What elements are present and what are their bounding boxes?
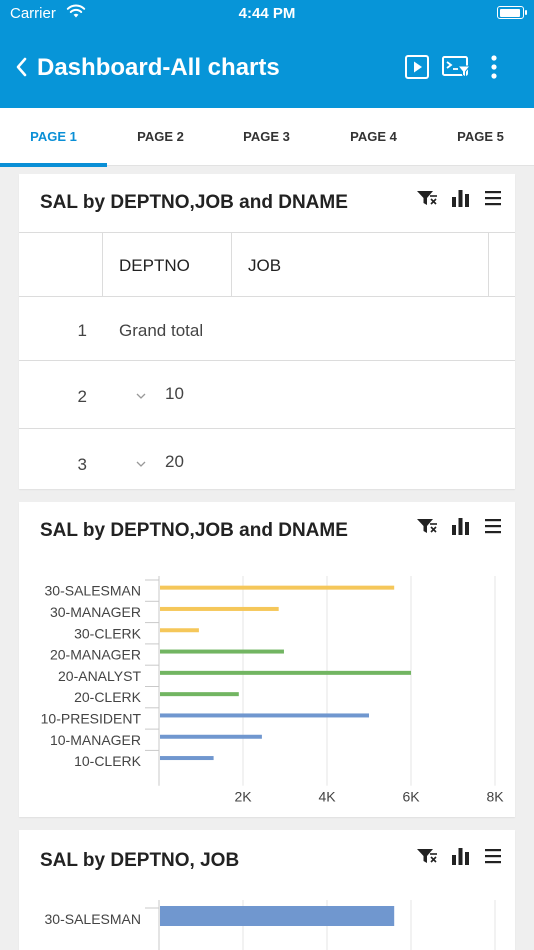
page-tabs: PAGE 1 PAGE 2 PAGE 3 PAGE 4 PAGE 5 bbox=[0, 108, 534, 167]
y-tick-label: 30-MANAGER bbox=[50, 604, 141, 620]
bar bbox=[160, 906, 395, 926]
bar-chart: 30-SALESMAN 30-MANAGER 30-CLERK 20-MANAGER 2… bbox=[41, 576, 504, 802]
divider bbox=[102, 232, 103, 296]
bar-chart-icon[interactable] bbox=[450, 846, 472, 866]
y-tick-label: 30-SALESMAN bbox=[45, 911, 141, 927]
tab-label: PAGE 5 bbox=[457, 129, 504, 144]
card-title: SAL by DEPTNO,JOB and DNAME bbox=[40, 520, 348, 541]
card-toolbar bbox=[409, 846, 503, 866]
y-tick-label: 20-MANAGER bbox=[50, 647, 141, 663]
divider bbox=[19, 360, 515, 361]
row-number: 3 bbox=[77, 455, 87, 474]
more-vertical-icon[interactable] bbox=[485, 54, 503, 85]
y-tick-label: 10-PRESIDENT bbox=[41, 710, 142, 726]
tab-label: PAGE 1 bbox=[30, 129, 77, 144]
filter-icon[interactable] bbox=[416, 516, 438, 536]
battery-icon bbox=[497, 6, 527, 19]
table-card: SAL by DEPTNO,JOB and DNAME DEPTNO JOB 1… bbox=[19, 174, 515, 489]
bar-chart-card: SAL by DEPTNO,JOB and DNAME 30-SALESMAN 3… bbox=[19, 502, 515, 817]
row-value: Grand total bbox=[119, 321, 204, 340]
bar bbox=[160, 606, 279, 611]
filter-panel-icon[interactable] bbox=[441, 54, 472, 85]
active-tab-indicator bbox=[0, 163, 107, 167]
carrier-label: Carrier bbox=[10, 5, 56, 22]
card-toolbar bbox=[409, 188, 503, 208]
x-tick-label: 8K bbox=[486, 789, 504, 802]
wifi-icon bbox=[66, 3, 86, 23]
row-value: 10 bbox=[165, 384, 184, 403]
divider bbox=[231, 232, 232, 296]
y-tick-label: 20-ANALYST bbox=[58, 668, 141, 684]
clock: 4:44 PM bbox=[238, 5, 296, 22]
x-tick-label: 2K bbox=[234, 789, 252, 802]
status-bar: Carrier 4:44 PM bbox=[0, 0, 534, 28]
row-number: 2 bbox=[77, 387, 87, 406]
column-header-deptno[interactable]: DEPTNO bbox=[119, 256, 190, 275]
bar bbox=[160, 628, 199, 633]
tab-page-2[interactable]: PAGE 2 bbox=[107, 108, 214, 166]
expand-chevron-icon[interactable] bbox=[135, 389, 147, 407]
app-header: Carrier 4:44 PM Dashboard-All charts bbox=[0, 0, 534, 108]
tab-page-5[interactable]: PAGE 5 bbox=[427, 108, 534, 166]
y-tick-label: 30-SALESMAN bbox=[45, 583, 141, 599]
tab-label: PAGE 3 bbox=[243, 129, 290, 144]
filter-icon[interactable] bbox=[416, 188, 438, 208]
x-tick-label: 4K bbox=[318, 789, 336, 802]
tab-label: PAGE 4 bbox=[350, 129, 397, 144]
card-title: SAL by DEPTNO, JOB bbox=[40, 850, 240, 871]
play-icon[interactable] bbox=[404, 54, 430, 85]
tab-page-3[interactable]: PAGE 3 bbox=[213, 108, 320, 166]
bar bbox=[160, 585, 395, 590]
divider bbox=[19, 296, 515, 297]
x-tick-label: 6K bbox=[402, 789, 420, 802]
bar bbox=[160, 756, 214, 761]
y-tick-label: 10-MANAGER bbox=[50, 732, 141, 748]
bar bbox=[160, 670, 411, 675]
bar bbox=[160, 692, 239, 697]
bar-chart-card-2: SAL by DEPTNO, JOB 30-SALESMAN bbox=[19, 830, 515, 950]
tab-page-4[interactable]: PAGE 4 bbox=[320, 108, 427, 166]
back-chevron-icon[interactable] bbox=[14, 56, 28, 83]
expand-chevron-icon[interactable] bbox=[135, 457, 147, 475]
bar-chart-icon[interactable] bbox=[450, 188, 472, 208]
menu-icon[interactable] bbox=[483, 846, 503, 866]
bar bbox=[160, 649, 284, 654]
row-value: 20 bbox=[165, 452, 184, 471]
bar-chart: 30-SALESMAN bbox=[45, 900, 496, 950]
column-header-job[interactable]: JOB bbox=[248, 256, 282, 275]
y-tick-label: 20-CLERK bbox=[74, 689, 142, 705]
divider bbox=[19, 428, 515, 429]
divider bbox=[488, 232, 489, 296]
tab-page-1[interactable]: PAGE 1 bbox=[0, 108, 107, 167]
tab-label: PAGE 2 bbox=[137, 129, 184, 144]
filter-icon[interactable] bbox=[416, 846, 438, 866]
menu-icon[interactable] bbox=[483, 516, 503, 536]
nav-bar: Dashboard-All charts bbox=[0, 46, 534, 90]
divider bbox=[19, 232, 515, 233]
bar bbox=[160, 713, 369, 718]
y-tick-label: 30-CLERK bbox=[74, 625, 142, 641]
menu-icon[interactable] bbox=[483, 188, 503, 208]
page-title: Dashboard-All charts bbox=[37, 54, 280, 81]
bar-chart-icon[interactable] bbox=[450, 516, 472, 536]
y-tick-label: 10-CLERK bbox=[74, 753, 142, 769]
bar bbox=[160, 734, 262, 739]
card-toolbar bbox=[409, 516, 503, 536]
row-number: 1 bbox=[77, 321, 87, 340]
card-title: SAL by DEPTNO,JOB and DNAME bbox=[40, 192, 348, 213]
